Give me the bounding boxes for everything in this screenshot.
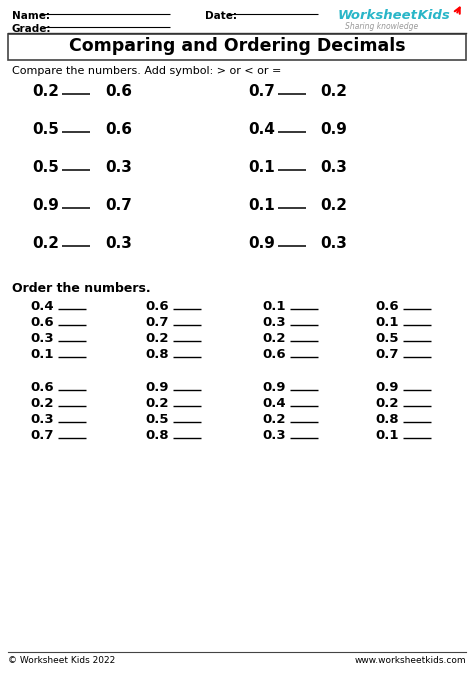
- Text: 0.2: 0.2: [320, 84, 347, 99]
- Text: 0.1: 0.1: [248, 198, 275, 213]
- Text: 0.1: 0.1: [30, 348, 54, 361]
- Text: 0.6: 0.6: [375, 300, 399, 313]
- Text: 0.2: 0.2: [32, 84, 59, 99]
- Text: 0.1: 0.1: [248, 160, 275, 175]
- Text: 0.2: 0.2: [32, 236, 59, 251]
- Text: 0.3: 0.3: [262, 429, 286, 442]
- Text: 0.9: 0.9: [262, 381, 285, 394]
- Text: 0.8: 0.8: [145, 348, 169, 361]
- Text: Name:: Name:: [12, 11, 50, 21]
- Text: www.worksheetkids.com: www.worksheetkids.com: [355, 656, 466, 665]
- Text: Compare the numbers. Add symbol: > or < or =: Compare the numbers. Add symbol: > or < …: [12, 66, 282, 76]
- Text: 0.9: 0.9: [320, 122, 347, 137]
- Text: Sharing knowledge: Sharing knowledge: [345, 22, 418, 31]
- Text: 0.7: 0.7: [145, 316, 168, 329]
- Text: 0.7: 0.7: [375, 348, 399, 361]
- Text: 0.1: 0.1: [375, 429, 399, 442]
- Text: 0.3: 0.3: [30, 332, 54, 345]
- Text: 0.3: 0.3: [30, 413, 54, 426]
- Text: 0.3: 0.3: [105, 160, 132, 175]
- Text: 0.5: 0.5: [32, 160, 59, 175]
- Text: 0.6: 0.6: [145, 300, 169, 313]
- Text: 0.2: 0.2: [145, 332, 168, 345]
- Text: 0.6: 0.6: [105, 84, 132, 99]
- Text: 0.8: 0.8: [375, 413, 399, 426]
- Text: © Worksheet Kids 2022: © Worksheet Kids 2022: [8, 656, 115, 665]
- Text: 0.3: 0.3: [320, 236, 347, 251]
- Text: 0.5: 0.5: [32, 122, 59, 137]
- Text: 0.9: 0.9: [375, 381, 399, 394]
- Text: Grade:: Grade:: [12, 24, 52, 34]
- Text: 0.1: 0.1: [375, 316, 399, 329]
- Text: 0.1: 0.1: [262, 300, 285, 313]
- Text: Date:: Date:: [205, 11, 237, 21]
- Text: 0.6: 0.6: [262, 348, 286, 361]
- Text: Order the numbers.: Order the numbers.: [12, 282, 151, 295]
- Text: 0.2: 0.2: [375, 397, 399, 410]
- Text: 0.9: 0.9: [145, 381, 168, 394]
- Text: 0.2: 0.2: [262, 332, 285, 345]
- Text: 0.9: 0.9: [248, 236, 275, 251]
- Text: 0.6: 0.6: [30, 381, 54, 394]
- Text: 0.2: 0.2: [30, 397, 54, 410]
- Text: 0.9: 0.9: [32, 198, 59, 213]
- Text: 0.3: 0.3: [320, 160, 347, 175]
- FancyBboxPatch shape: [8, 34, 466, 60]
- Text: 0.7: 0.7: [248, 84, 275, 99]
- Text: Worksheet: Worksheet: [338, 9, 418, 22]
- Text: 0.7: 0.7: [105, 198, 132, 213]
- Text: 0.3: 0.3: [262, 316, 286, 329]
- Text: 0.5: 0.5: [145, 413, 168, 426]
- Text: 0.6: 0.6: [30, 316, 54, 329]
- Text: 0.5: 0.5: [375, 332, 399, 345]
- Text: 0.6: 0.6: [105, 122, 132, 137]
- Text: 0.8: 0.8: [145, 429, 169, 442]
- Text: 0.2: 0.2: [262, 413, 285, 426]
- Text: Comparing and Ordering Decimals: Comparing and Ordering Decimals: [69, 37, 405, 55]
- Text: Kids: Kids: [413, 9, 450, 22]
- Text: 0.2: 0.2: [145, 397, 168, 410]
- Text: 0.4: 0.4: [30, 300, 54, 313]
- Text: 0.3: 0.3: [105, 236, 132, 251]
- Text: 0.4: 0.4: [248, 122, 275, 137]
- Text: 0.4: 0.4: [262, 397, 286, 410]
- Text: 0.2: 0.2: [320, 198, 347, 213]
- Text: 0.7: 0.7: [30, 429, 54, 442]
